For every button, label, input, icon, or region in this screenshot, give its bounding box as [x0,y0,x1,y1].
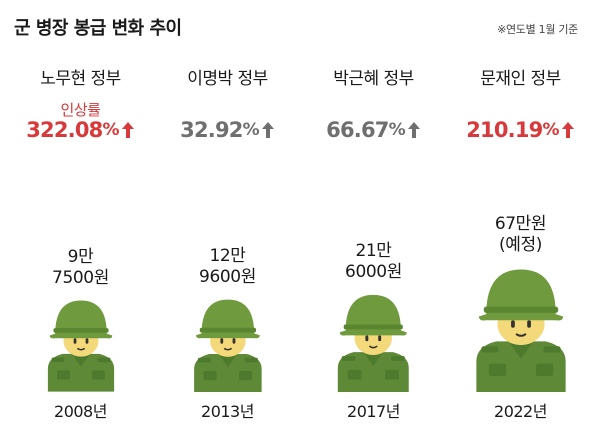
salary-mark [181,294,275,396]
increase-rate-value: 66.67 [326,118,389,142]
soldier-figure [338,294,409,392]
salary-label-line: 21만 [355,240,392,261]
percent-sign: % [242,120,260,140]
salary-mark [35,295,127,396]
salary-label-line: 9만 [67,247,94,268]
percent-sign: % [388,120,406,140]
salary-label: 12만 9600원 [154,246,301,288]
soldier-figure [47,300,114,392]
year-label: 2022년 [494,402,547,421]
up-arrow-icon [121,122,134,138]
helmet [195,299,260,338]
salary-label-line: 9600원 [199,266,256,287]
uniform [193,353,262,392]
chart-column: 이명박 정부 32.92% 12만 9600원 2013년 [154,0,301,428]
percent-sign: % [102,120,120,140]
soldier-figure [475,269,566,392]
increase-rate-value: 322.08 [26,118,103,142]
increase-rate-value: 210.19 [466,118,543,142]
helmet [49,300,112,339]
salary-mark [459,262,583,396]
year-label: 2013년 [201,402,254,421]
helmet [478,269,563,321]
government-label: 박근혜 정부 [333,69,414,89]
salary-label-line: 7500원 [52,268,109,289]
salary-label: 21만 6000원 [300,241,447,283]
chart-title: 군 병장 봉급 변화 추이 [14,18,182,39]
salary-label-line: 6000원 [345,261,402,282]
salary-label: 67만원 (예정) [447,214,590,256]
uniform [475,341,566,392]
helmet [339,294,407,336]
soldier-figure [193,299,262,392]
uniform [338,351,409,392]
government-label: 노무현 정부 [40,69,121,89]
footnote: ※연도별 1월 기준 [497,23,578,36]
government-label: 문재인 정부 [480,69,561,89]
increase-rate: 32.92% [154,118,301,142]
increase-rate-label: 인상률 [60,101,101,119]
up-arrow-icon [561,122,574,138]
percent-sign: % [542,120,560,140]
salary-label-line: 67만원 [494,213,547,234]
chart-column: 박근혜 정부 66.67% 21만 6000원 2017년 [300,0,447,428]
salary-label-line: (예정) [499,234,542,255]
year-label: 2008년 [54,402,107,421]
increase-rate: 66.67% [300,118,447,142]
salary-mark [324,289,423,396]
uniform [47,354,114,392]
chart-column: 문재인 정부 210.19% 67만원 (예정) 2022년 [447,0,590,428]
increase-rate: 322.08% [7,118,154,142]
up-arrow-icon [261,122,274,138]
year-label: 2017년 [347,402,400,421]
salary-label-line: 12만 [209,245,246,266]
increase-rate: 210.19% [447,118,590,142]
increase-rate-value: 32.92 [180,118,243,142]
government-label: 이명박 정부 [187,69,268,89]
salary-label: 9만 7500원 [7,247,154,289]
up-arrow-icon [407,122,420,138]
